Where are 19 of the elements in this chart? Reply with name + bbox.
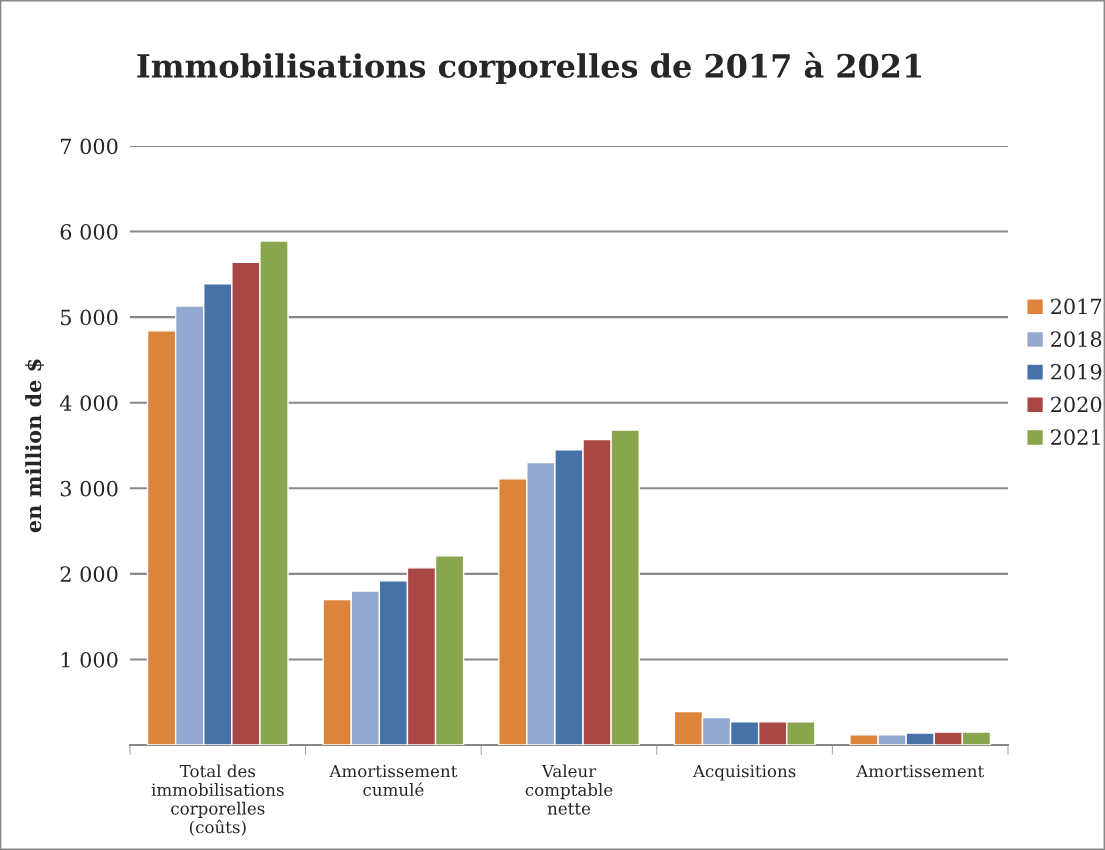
- legend-label: 2021: [1051, 429, 1100, 445]
- y-tick-label: 4 000: [59, 395, 118, 411]
- y-tick-label: 5 000: [61, 309, 118, 326]
- legend-label: 2017: [1051, 298, 1102, 315]
- y-tick-label: 1 000: [61, 651, 118, 668]
- legend-label: 2019: [1051, 363, 1102, 380]
- x-tick-label: Total des immobilisations corporelles (coûts): [151, 764, 284, 836]
- x-tick-label: Valeur comptable nette: [525, 764, 613, 815]
- y-tick-label: 6 000: [60, 224, 118, 240]
- x-tick-label: Amortissement: [856, 764, 985, 778]
- y-tick-label: 7 000: [61, 138, 118, 155]
- x-tick-label: Amortissement cumulé: [329, 764, 458, 797]
- legend-label: 2020: [1051, 396, 1102, 413]
- y-tick-label: 3 000: [60, 480, 118, 497]
- legend-label: 2018: [1051, 331, 1102, 347]
- y-tick-label: 2 000: [60, 566, 118, 583]
- chart-title: Immobilisations corporelles de 2017 à 2021: [137, 51, 922, 85]
- x-tick-label: Acquisitions: [692, 764, 796, 781]
- y-axis-title: en million de $: [25, 359, 45, 533]
